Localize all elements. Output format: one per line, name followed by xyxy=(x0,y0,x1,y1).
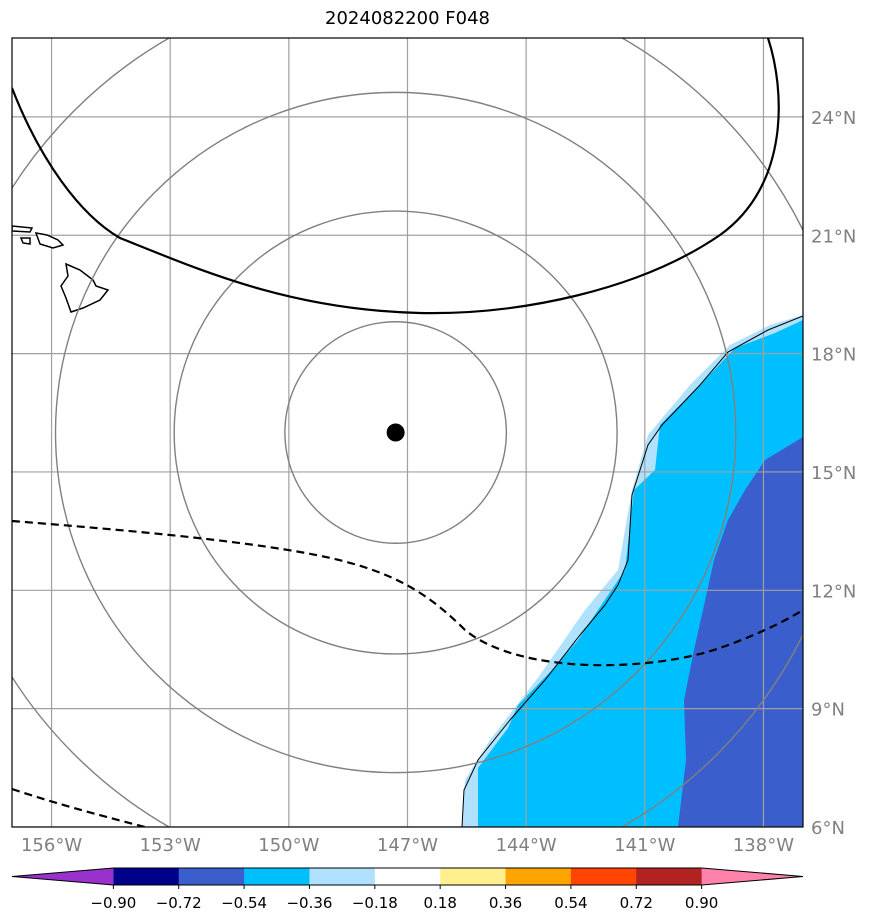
colorbar-tick-label: −0.18 xyxy=(352,894,398,912)
map-title: 2024082200 F048 xyxy=(325,8,490,29)
longitude-tick-label: 156°W xyxy=(21,835,82,856)
latitude-tick-label: 18°N xyxy=(811,345,856,366)
longitude-tick-label: 138°W xyxy=(733,835,794,856)
colorbar-segment xyxy=(113,868,180,885)
range-rings xyxy=(12,38,803,827)
longitude-tick-label: 147°W xyxy=(377,835,438,856)
colorbar-tick-label: 0.36 xyxy=(489,894,522,912)
colorbar-segment xyxy=(178,868,245,885)
colorbar: −0.90 −0.72 −0.54 −0.36 −0.18 0.18 0.36 0.54 0.7… xyxy=(11,867,804,912)
colorbar-tick-label: 0.18 xyxy=(423,894,456,912)
latitude-tick-label: 24°N xyxy=(811,108,856,129)
colorbar-tick-label: −0.90 xyxy=(90,894,136,912)
map-area xyxy=(12,38,803,827)
dashed-contour-line xyxy=(12,787,146,827)
range-ring xyxy=(54,91,737,774)
longitude-axis: 156°W 153°W 150°W 147°W 144°W 141°W 138°W xyxy=(21,835,794,856)
latitude-tick-label: 12°N xyxy=(811,581,856,602)
latitude-axis: 6°N 9°N 12°N 15°N 18°N 21°N 24°N xyxy=(811,108,856,839)
colorbar-extend-high xyxy=(701,868,803,885)
dashed-contour-line xyxy=(12,519,803,667)
latitude-tick-label: 9°N xyxy=(811,700,845,721)
colorbar-tick-label: 0.72 xyxy=(620,894,653,912)
colorbar-segment xyxy=(505,868,572,885)
colorbar-segment xyxy=(636,868,703,885)
colorbar-tick-label: −0.72 xyxy=(156,894,202,912)
colorbar-segment xyxy=(309,868,376,885)
map-frame xyxy=(11,37,804,828)
range-ring xyxy=(173,210,618,655)
graticule xyxy=(12,38,803,827)
solid-contour-line xyxy=(12,38,780,315)
colorbar-tick-label: 0.90 xyxy=(685,894,718,912)
field-boundary-line xyxy=(461,315,803,827)
field-dark-region xyxy=(678,437,803,827)
longitude-tick-label: 141°W xyxy=(614,835,675,856)
latitude-tick-label: 6°N xyxy=(811,818,845,839)
colorbar-tick-label: −0.54 xyxy=(221,894,267,912)
storm-center-marker xyxy=(386,423,405,442)
colorbar-tick-label: 0.54 xyxy=(554,894,587,912)
longitude-tick-label: 150°W xyxy=(258,835,319,856)
longitude-tick-label: 153°W xyxy=(140,835,201,856)
range-ring xyxy=(284,321,508,544)
colorbar-segment xyxy=(374,868,441,885)
colorbar-extend-low xyxy=(12,868,114,885)
latitude-tick-label: 21°N xyxy=(811,226,856,247)
colorbar-segment xyxy=(440,868,507,885)
longitude-tick-label: 144°W xyxy=(496,835,557,856)
colorbar-segment xyxy=(570,868,637,885)
colorbar-segment xyxy=(244,868,310,885)
colorbar-tick-label: −0.36 xyxy=(286,894,332,912)
hawaii-coastline xyxy=(12,225,110,313)
latitude-tick-label: 15°N xyxy=(811,463,856,484)
